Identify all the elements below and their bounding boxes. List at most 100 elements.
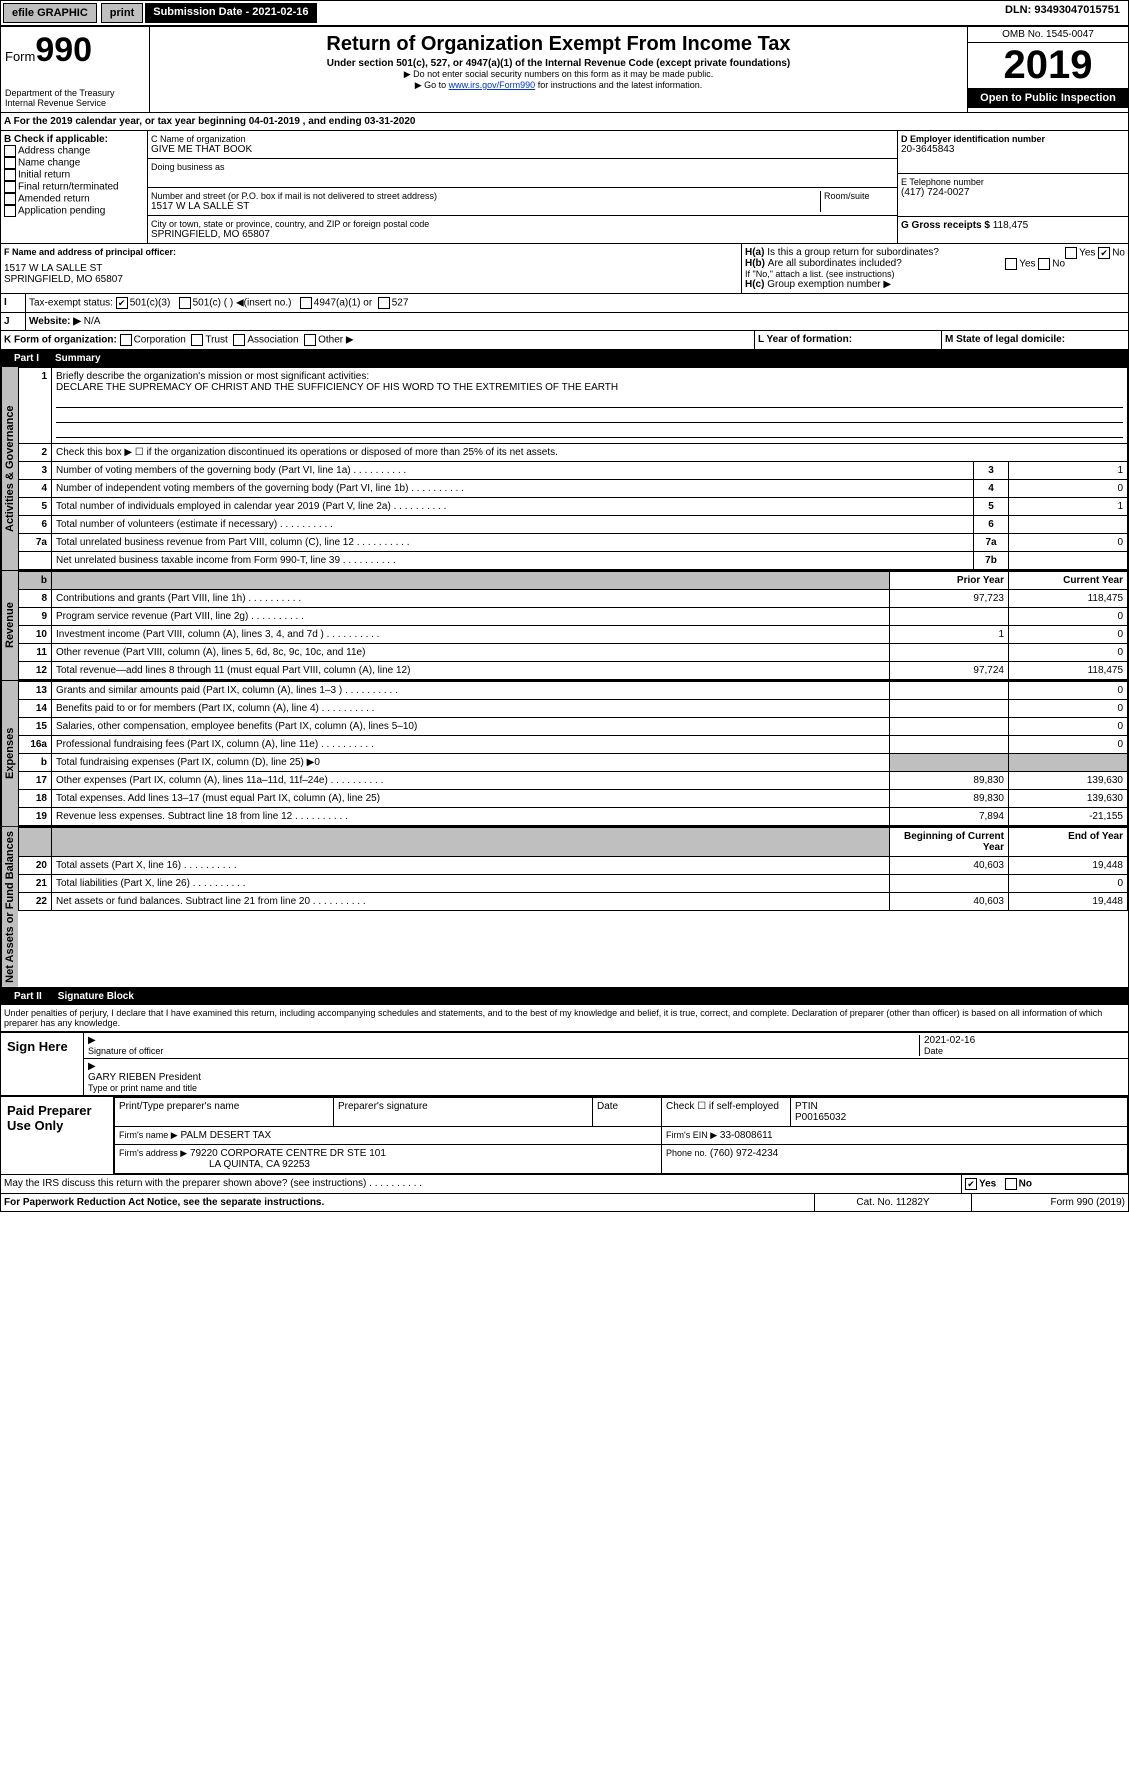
form-footer: Form 990 (2019) <box>972 1194 1128 1211</box>
pp-name-h: Print/Type preparer's name <box>115 1097 334 1126</box>
hb-yes[interactable] <box>1005 258 1017 270</box>
firm-ein: 33-0808611 <box>720 1130 773 1141</box>
city-state-zip: SPRINGFIELD, MO 65807 <box>151 229 894 240</box>
l2: Check this box ▶ ☐ if the organization d… <box>52 444 1128 462</box>
table-row: 9Program service revenue (Part VIII, lin… <box>19 608 1128 626</box>
l1-label: Briefly describe the organization's miss… <box>56 371 369 382</box>
efile-btn[interactable]: efile GRAPHIC <box>3 3 97 23</box>
table-row: 21Total liabilities (Part X, line 26)0 <box>19 875 1128 893</box>
table-row: 8Contributions and grants (Part VIII, li… <box>19 590 1128 608</box>
topbar: efile GRAPHIC print Submission Date - 20… <box>0 0 1129 26</box>
dept: Department of the Treasury <box>5 88 145 98</box>
print-btn[interactable]: print <box>101 3 143 23</box>
type-name-label: Type or print name and title <box>88 1083 1124 1093</box>
irs-link[interactable]: www.irs.gov/Form990 <box>449 80 536 90</box>
ptin-h: PTIN <box>795 1101 818 1112</box>
street-address: 1517 W LA SALLE ST <box>151 201 820 212</box>
city-label: City or town, state or province, country… <box>151 219 894 229</box>
firm-phone: (760) 972-4234 <box>710 1148 778 1159</box>
cb-corp[interactable] <box>120 334 132 346</box>
side-governance: Activities & Governance <box>1 367 18 570</box>
cb-501c[interactable] <box>179 297 191 309</box>
table-row: 11Other revenue (Part VIII, column (A), … <box>19 644 1128 662</box>
note-ssn: ▶ Do not enter social security numbers o… <box>154 69 963 80</box>
cb-final[interactable] <box>4 181 16 193</box>
mission: DECLARE THE SUPREMACY OF CHRIST AND THE … <box>56 382 618 393</box>
firm-addr2: LA QUINTA, CA 92253 <box>209 1159 310 1170</box>
c-name-label: C Name of organization <box>151 134 894 144</box>
side-net-assets: Net Assets or Fund Balances <box>1 827 18 987</box>
cb-trust[interactable] <box>191 334 203 346</box>
revenue-table: bPrior YearCurrent Year 8Contributions a… <box>18 571 1128 680</box>
expenses-table: 13Grants and similar amounts paid (Part … <box>18 681 1128 826</box>
open-inspection: Open to Public Inspection <box>968 88 1128 108</box>
ein: 20-3645843 <box>901 144 1125 155</box>
ptin: P00165032 <box>795 1112 846 1123</box>
room-label: Room/suite <box>820 191 894 212</box>
officer-addr2: SPRINGFIELD, MO 65807 <box>4 274 738 285</box>
cb-amended[interactable] <box>4 193 16 205</box>
table-row: 4Number of independent voting members of… <box>19 480 1128 498</box>
line-i-letter: I <box>1 294 26 312</box>
f-label: F Name and address of principal officer: <box>4 247 738 257</box>
line-j-letter: J <box>1 313 26 330</box>
cb-other[interactable] <box>304 334 316 346</box>
table-row: 17Other expenses (Part IX, column (A), l… <box>19 772 1128 790</box>
part1-header: Part ISummary <box>0 350 1129 367</box>
cb-name[interactable] <box>4 157 16 169</box>
side-expenses: Expenses <box>1 681 18 826</box>
cb-527[interactable] <box>378 297 390 309</box>
ha-no[interactable] <box>1098 247 1110 259</box>
table-row: 10Investment income (Part VIII, column (… <box>19 626 1128 644</box>
table-row: 5Total number of individuals employed in… <box>19 498 1128 516</box>
tax-year: 2019 <box>968 43 1128 88</box>
pp-sig-h: Preparer's signature <box>334 1097 593 1126</box>
table-row: 7aTotal unrelated business revenue from … <box>19 534 1128 552</box>
discuss-yes[interactable] <box>965 1178 977 1190</box>
table-row: bTotal fundraising expenses (Part IX, co… <box>19 754 1128 772</box>
pp-check: Check ☐ if self-employed <box>662 1097 791 1126</box>
cat-no: Cat. No. 11282Y <box>815 1194 972 1211</box>
discuss: May the IRS discuss this return with the… <box>1 1175 962 1193</box>
hb-no[interactable] <box>1038 258 1050 270</box>
paid-preparer-block: Paid Preparer Use Only Print/Type prepar… <box>0 1096 1129 1175</box>
irs: Internal Revenue Service <box>5 98 145 108</box>
line-k: K Form of organization: Corporation Trus… <box>1 331 755 349</box>
form-header: Form990 Department of the Treasury Inter… <box>0 26 1129 113</box>
table-row: 12Total revenue—add lines 8 through 11 (… <box>19 662 1128 680</box>
governance-table: 1 Briefly describe the organization's mi… <box>18 367 1128 570</box>
firm-name: PALM DESERT TAX <box>180 1130 271 1141</box>
firm-addr1: 79220 CORPORATE CENTRE DR STE 101 <box>190 1148 386 1159</box>
hc-label: Group exemption number ▶ <box>767 279 891 290</box>
phone-label: E Telephone number <box>901 177 1125 187</box>
hb-label: Are all subordinates included? <box>768 258 902 269</box>
table-row: 6Total number of volunteers (estimate if… <box>19 516 1128 534</box>
ha-label: Is this a group return for subordinates? <box>767 247 939 258</box>
dln: DLN: 93493047015751 <box>997 1 1128 25</box>
table-row: 22Net assets or fund balances. Subtract … <box>19 893 1128 911</box>
officer-name: GARY RIEBEN President <box>88 1072 1124 1083</box>
subtitle: Under section 501(c), 527, or 4947(a)(1)… <box>154 58 963 69</box>
cb-address[interactable] <box>4 145 16 157</box>
part2-header: Part IISignature Block <box>0 988 1129 1005</box>
ha-yes[interactable] <box>1065 247 1077 259</box>
table-row: 15Salaries, other compensation, employee… <box>19 718 1128 736</box>
sig-officer-label: Signature of officer <box>88 1046 919 1056</box>
officer-addr1: 1517 W LA SALLE ST <box>4 263 738 274</box>
cb-pending[interactable] <box>4 205 16 217</box>
form-number: Form990 <box>5 31 145 70</box>
discuss-no[interactable] <box>1005 1178 1017 1190</box>
table-row: 16aProfessional fundraising fees (Part I… <box>19 736 1128 754</box>
cb-4947[interactable] <box>300 297 312 309</box>
cb-initial[interactable] <box>4 169 16 181</box>
website: N/A <box>84 316 101 327</box>
table-row: Net unrelated business taxable income fr… <box>19 552 1128 570</box>
line-l: L Year of formation: <box>755 331 942 349</box>
cb-501c3[interactable] <box>116 297 128 309</box>
table-row: 18Total expenses. Add lines 13–17 (must … <box>19 790 1128 808</box>
cb-assoc[interactable] <box>233 334 245 346</box>
sign-here-block: Sign Here Signature of officer 2021-02-1… <box>0 1032 1129 1096</box>
side-revenue: Revenue <box>1 571 18 680</box>
table-row: 14Benefits paid to or for members (Part … <box>19 700 1128 718</box>
box-b: B Check if applicable: Address change Na… <box>1 131 148 243</box>
